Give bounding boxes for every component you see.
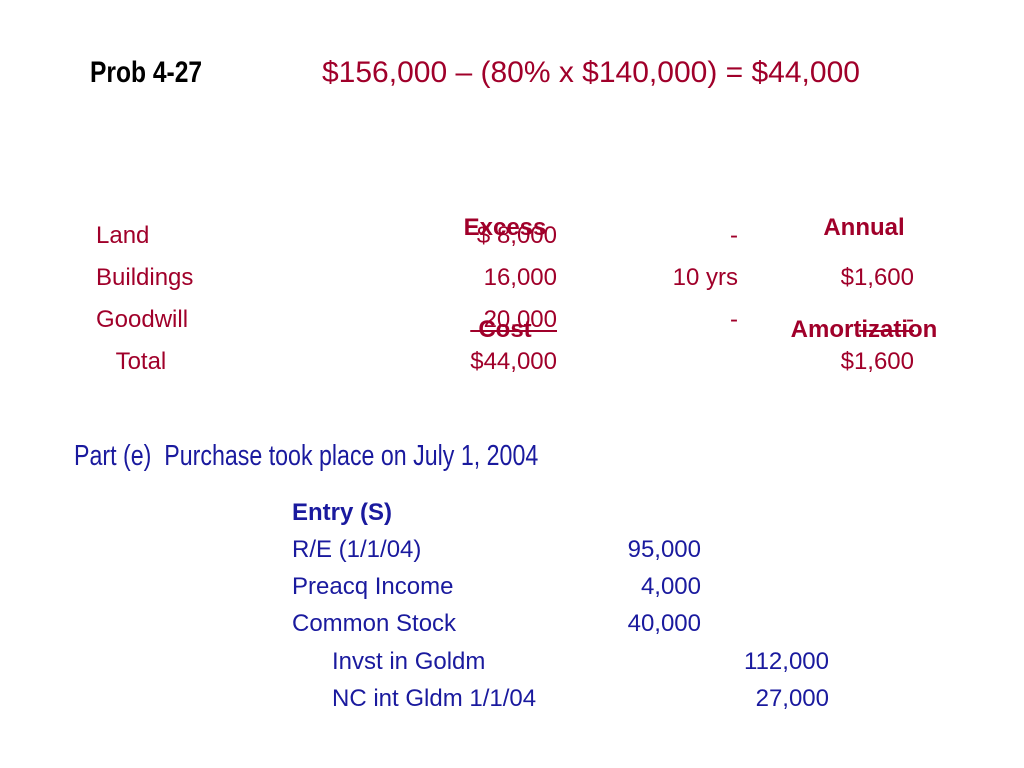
row-life-goodwill: - [730,306,738,333]
row-label-buildings: Buildings [96,264,194,291]
row-amort-total: $1,600 [840,348,914,375]
row-amort-goodwill-value: - [859,306,914,333]
part-e-heading: Part (e) Purchase took place on July 1, … [74,440,539,472]
entry-account-nc-int: NC int Gldm 1/1/04 [332,685,537,712]
row-label-land: Land [96,222,150,249]
entry-credit-nc-int: 27,000 [755,685,829,712]
header-excess-cost-line2: Cost [478,316,532,343]
header-annual-amortization: Annual Amortization [770,143,958,381]
entry-account-common-stock: Common Stock [292,610,457,637]
entry-account-re: R/E (1/1/04) [292,536,422,563]
entry-credit-invst: 112,000 [744,648,829,675]
header-annual-amortization-line2: Amortization [790,316,938,343]
row-excess-buildings: 16,000 [483,264,557,291]
entry-account-preacq: Preacq Income [292,573,454,600]
row-life-buildings: 10 yrs [672,264,738,291]
row-life-land: - [730,222,738,249]
entry-debit-re: 95,000 [627,536,701,563]
header-excess-cost-line1: Excess [463,214,547,241]
row-label-total: Total [96,348,167,375]
row-excess-total: $44,000 [470,348,557,375]
row-excess-goodwill-value: 20,000 [470,306,557,333]
row-amort-buildings: $1,600 [840,264,914,291]
problem-title: Prob 4-27 [90,56,203,89]
row-excess-goodwill: 20,000 [400,306,557,334]
row-amort-goodwill: - [790,306,914,334]
entry-account-invst: Invst in Goldm [332,648,486,675]
header-annual-amortization-line1: Annual [823,214,905,241]
excess-cost-formula: $156,000 – (80% x $140,000) = $44,000 [322,56,860,89]
row-label-goodwill: Goodwill [96,306,189,333]
entry-debit-preacq: 4,000 [640,573,701,600]
header-excess-cost: Excess Cost [440,143,570,381]
entry-debit-common-stock: 40,000 [627,610,701,637]
row-excess-land: $ 8,000 [476,222,557,249]
entry-heading: Entry (S) [292,499,393,526]
